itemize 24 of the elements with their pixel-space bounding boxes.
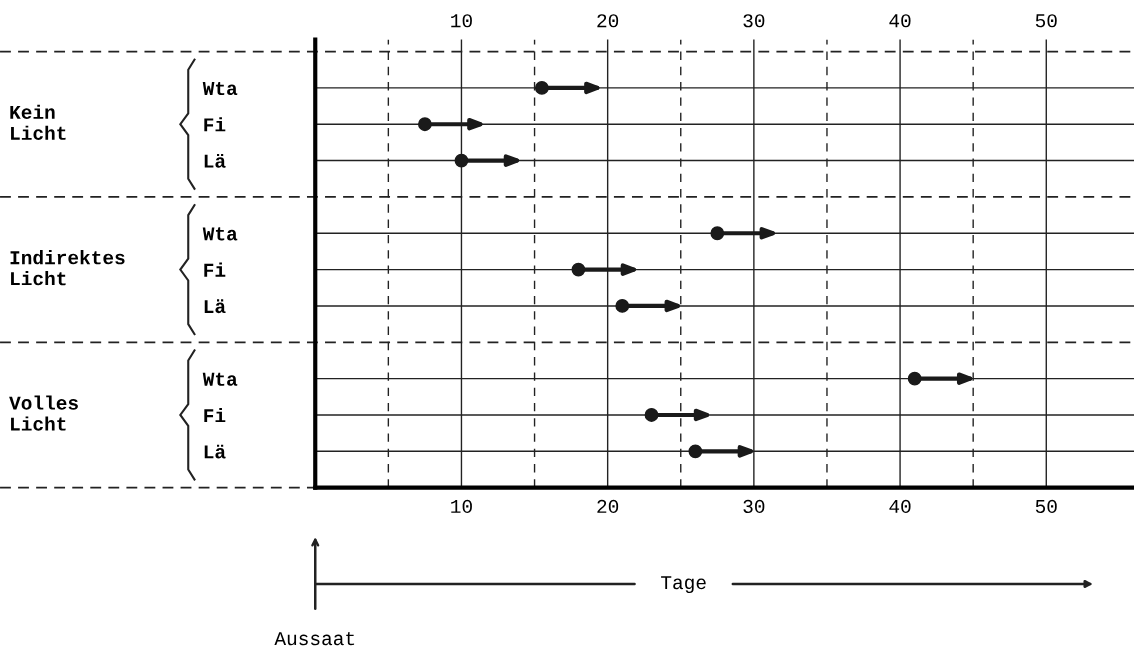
y-tick-label: Wta	[202, 372, 238, 386]
x2-tick-label: 40	[889, 14, 911, 28]
x-tick-label: 30	[743, 499, 765, 514]
y-tick-label: Lä	[204, 299, 226, 314]
text: Volles Licht	[9, 395, 78, 431]
y-tick-label: Lä	[204, 444, 226, 459]
x2-tick-label: 20	[597, 14, 619, 28]
y-tick-label: Lä	[204, 153, 226, 168]
y-tick-label: Wta	[202, 81, 238, 96]
text: Indirektes Licht	[10, 250, 125, 286]
x2-tick-label: 10	[451, 14, 472, 28]
x-tick-label: 20	[597, 499, 619, 514]
x2-tick-label: 50	[1035, 14, 1057, 28]
y-tick-label: Fi	[204, 117, 226, 132]
x-tick-label: 40	[889, 499, 911, 514]
y-tick-label: Fi	[204, 262, 226, 277]
y-tick-label: Wta	[202, 227, 238, 241]
x-tick-label: 10	[451, 499, 472, 514]
x-tick-label: 50	[1035, 499, 1057, 514]
text: Kein Licht	[10, 104, 66, 140]
x2-tick-label: 30	[743, 14, 765, 28]
x-axis-title: Tage	[661, 576, 706, 594]
text: Aussaat	[274, 632, 355, 646]
y-tick-label: Fi	[204, 407, 226, 423]
